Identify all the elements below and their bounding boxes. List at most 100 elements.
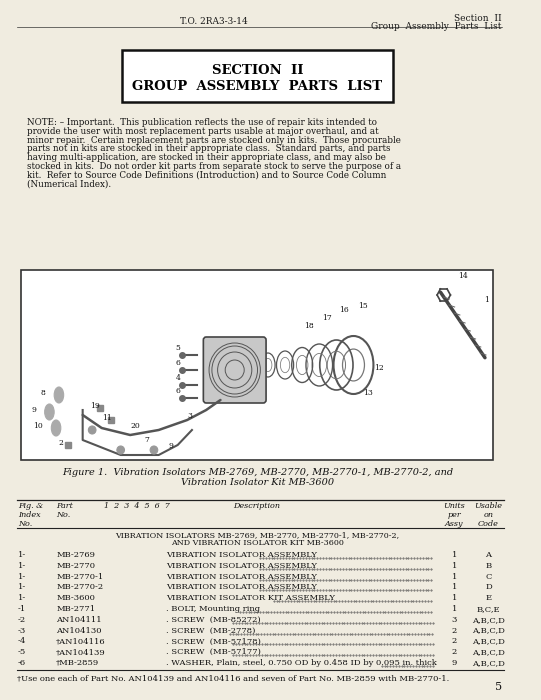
Text: †AN104116: †AN104116	[56, 638, 105, 645]
Text: 3: 3	[452, 616, 457, 624]
Text: 9: 9	[452, 659, 457, 667]
Text: 1: 1	[452, 573, 457, 580]
Text: VIBRATION ISOLATORS MB-2769, MB-2770, MB-2770-1, MB-2770-2,: VIBRATION ISOLATORS MB-2769, MB-2770, MB…	[115, 531, 400, 539]
Text: stocked in kits.  Do not order kit parts from separate stock to serve the purpos: stocked in kits. Do not order kit parts …	[27, 162, 401, 171]
Text: -5: -5	[18, 648, 27, 656]
Text: A,B,C,D: A,B,C,D	[472, 648, 505, 656]
Text: C: C	[485, 573, 492, 580]
Text: 2: 2	[452, 626, 457, 635]
Bar	[122, 50, 393, 102]
FancyBboxPatch shape	[203, 337, 266, 403]
Text: †AN104139: †AN104139	[56, 648, 106, 656]
Text: . SCREW  (MB-2778): . SCREW (MB-2778)	[166, 626, 256, 635]
Text: 1: 1	[452, 583, 457, 592]
Text: MB-2769: MB-2769	[56, 551, 95, 559]
Text: MB-3600: MB-3600	[56, 594, 95, 602]
Text: †MB-2859: †MB-2859	[56, 659, 100, 667]
Text: 2: 2	[452, 648, 457, 656]
Text: 3: 3	[187, 412, 192, 420]
Text: 17: 17	[322, 314, 332, 322]
Bar	[21, 270, 493, 460]
Text: 1: 1	[452, 594, 457, 602]
Text: AN104111: AN104111	[56, 616, 102, 624]
Circle shape	[88, 426, 96, 434]
Text: 15: 15	[358, 302, 368, 310]
Text: AND VIBRATION ISOLATOR KIT MB-3600: AND VIBRATION ISOLATOR KIT MB-3600	[171, 539, 344, 547]
Text: minor repair.  Certain replacement parts are stocked only in kits.  Those procur: minor repair. Certain replacement parts …	[27, 136, 400, 145]
Text: provide the user with most replacement parts usable at major overhaul, and at: provide the user with most replacement p…	[27, 127, 378, 136]
Circle shape	[150, 446, 158, 454]
Text: †Use one each of Part No. AN104139 and AN104116 and seven of Part No. MB-2859 wi: †Use one each of Part No. AN104139 and A…	[17, 675, 450, 682]
Text: 9: 9	[168, 442, 173, 450]
Text: NOTE: – Important.  This publication reflects the use of repair kits intended to: NOTE: – Important. This publication refl…	[27, 118, 377, 127]
Text: 16: 16	[339, 306, 349, 314]
Text: . SCREW  (MB-57177): . SCREW (MB-57177)	[166, 648, 261, 656]
Text: 9: 9	[31, 406, 36, 414]
Text: -1: -1	[18, 605, 27, 613]
Text: kit.  Refer to Source Code Definitions (Introduction) and to Source Code Column: kit. Refer to Source Code Definitions (I…	[27, 171, 386, 180]
Text: -2: -2	[18, 616, 26, 624]
Text: 6: 6	[176, 359, 181, 367]
Ellipse shape	[51, 420, 61, 436]
Text: 1: 1	[485, 296, 490, 304]
Text: -3: -3	[18, 626, 27, 635]
Text: SECTION  II: SECTION II	[212, 64, 304, 77]
Circle shape	[117, 446, 124, 454]
Text: Section  II: Section II	[454, 14, 502, 23]
Text: 14: 14	[458, 272, 468, 280]
Text: . SCREW  (MB-57178): . SCREW (MB-57178)	[166, 638, 261, 645]
Text: 1-: 1-	[18, 583, 27, 592]
Text: parts not in kits are stocked in their appropriate class.  Standard parts, and p: parts not in kits are stocked in their a…	[27, 144, 390, 153]
Text: 1-: 1-	[18, 594, 27, 602]
Text: . BOLT, Mounting ring: . BOLT, Mounting ring	[166, 605, 260, 613]
Text: Units
per
Assy: Units per Assy	[443, 502, 465, 528]
Text: T.O. 2RA3-3-14: T.O. 2RA3-3-14	[180, 17, 248, 26]
Text: 19: 19	[90, 402, 100, 410]
Text: -4: -4	[18, 638, 27, 645]
Text: 1-: 1-	[18, 562, 27, 570]
Text: GROUP  ASSEMBLY  PARTS  LIST: GROUP ASSEMBLY PARTS LIST	[133, 80, 382, 93]
Text: A,B,C,D: A,B,C,D	[472, 626, 505, 635]
Text: 1: 1	[452, 551, 457, 559]
Text: 11: 11	[102, 414, 111, 422]
Text: MB-2770-1: MB-2770-1	[56, 573, 103, 580]
Text: 1: 1	[452, 562, 457, 570]
Text: 5: 5	[494, 682, 502, 692]
Text: 1-: 1-	[18, 573, 27, 580]
Text: 7: 7	[144, 436, 149, 444]
Text: VIBRATION ISOLATOR ASSEMBLY: VIBRATION ISOLATOR ASSEMBLY	[166, 562, 317, 570]
Text: Group  Assembly  Parts  List: Group Assembly Parts List	[371, 22, 502, 31]
Text: 2: 2	[59, 439, 64, 447]
Text: . WASHER, Plain, steel, 0.750 OD by 0.458 ID by 0.095 in. thick: . WASHER, Plain, steel, 0.750 OD by 0.45…	[166, 659, 437, 667]
Text: 1: 1	[452, 605, 457, 613]
Text: 13: 13	[363, 389, 373, 397]
Text: 8: 8	[41, 389, 45, 397]
Text: Fig. &
Index
No.: Fig. & Index No.	[18, 502, 43, 528]
Text: AN104130: AN104130	[56, 626, 102, 635]
Text: 1-: 1-	[18, 551, 27, 559]
Ellipse shape	[45, 404, 54, 420]
Text: VIBRATION ISOLATOR ASSEMBLY: VIBRATION ISOLATOR ASSEMBLY	[166, 583, 317, 592]
Text: VIBRATION ISOLATOR ASSEMBLY: VIBRATION ISOLATOR ASSEMBLY	[166, 573, 317, 580]
Text: MB-2770: MB-2770	[56, 562, 95, 570]
Text: (Numerical Index).: (Numerical Index).	[27, 180, 111, 188]
Text: having multi-application, are stocked in their appropriate class, and may also b: having multi-application, are stocked in…	[27, 153, 386, 162]
Text: E: E	[485, 594, 491, 602]
Text: . SCREW  (MB-85272): . SCREW (MB-85272)	[166, 616, 261, 624]
Text: 18: 18	[304, 322, 314, 330]
Text: 4: 4	[176, 374, 181, 382]
Text: B,C,E: B,C,E	[477, 605, 500, 613]
Text: 5: 5	[176, 344, 181, 352]
Text: 10: 10	[33, 422, 43, 430]
Text: MB-2770-2: MB-2770-2	[56, 583, 103, 592]
Text: 6: 6	[176, 387, 181, 395]
Text: Figure 1.  Vibration Isolators MB-2769, MB-2770, MB-2770-1, MB-2770-2, and: Figure 1. Vibration Isolators MB-2769, M…	[62, 468, 453, 477]
Text: 20: 20	[130, 422, 140, 430]
Text: Description: Description	[233, 502, 280, 510]
Text: D: D	[485, 583, 492, 592]
Text: Part
No.: Part No.	[56, 502, 73, 519]
Text: VIBRATION ISOLATOR ASSEMBLY: VIBRATION ISOLATOR ASSEMBLY	[166, 551, 317, 559]
Ellipse shape	[54, 387, 64, 403]
Text: 2: 2	[452, 638, 457, 645]
Text: MB-2771: MB-2771	[56, 605, 95, 613]
